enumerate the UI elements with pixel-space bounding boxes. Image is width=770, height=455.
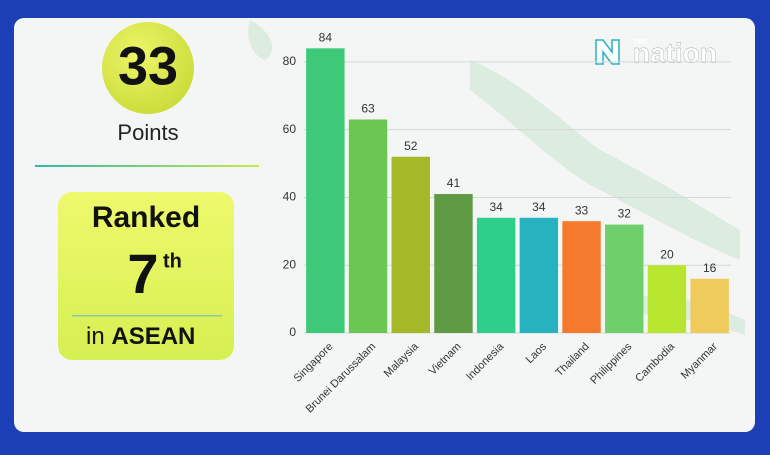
value-label: 52 [404, 139, 418, 153]
y-tick-label: 0 [289, 325, 296, 339]
value-label: 41 [447, 176, 461, 190]
value-label: 34 [489, 200, 503, 214]
bar [562, 221, 601, 333]
bar [476, 217, 516, 333]
bar [690, 278, 729, 333]
rank-box [58, 192, 234, 360]
y-tick-label: 80 [283, 54, 297, 68]
scope: in ASEAN [86, 323, 195, 350]
bar [348, 119, 388, 333]
points-label: Points [117, 120, 178, 145]
rank-value: 7 [127, 242, 158, 305]
logo-mark [595, 39, 620, 65]
y-tick-label: 60 [283, 122, 297, 136]
logo-name: nation [633, 37, 717, 68]
scope-prefix: in [86, 323, 105, 350]
divider [72, 315, 222, 317]
points-badge [102, 22, 194, 114]
divider [35, 165, 259, 167]
scope-name: ASEAN [111, 323, 195, 350]
y-tick-label: 40 [283, 190, 297, 204]
points-value: 33 [118, 36, 178, 96]
logo: THE nation [595, 37, 717, 69]
value-label: 32 [618, 207, 632, 221]
bar [306, 48, 345, 333]
value-label: 33 [575, 203, 589, 217]
y-tick-label: 20 [283, 257, 297, 271]
bar [434, 194, 473, 333]
bar [519, 217, 559, 333]
bar [391, 156, 430, 333]
value-label: 63 [361, 102, 375, 116]
value-label: 34 [532, 200, 546, 214]
map-shape [248, 20, 273, 60]
rank-prefix: Ranked [92, 201, 200, 234]
rank-suffix: th [163, 250, 182, 272]
value-label: 84 [319, 31, 333, 45]
bar [605, 224, 644, 333]
logo-small: THE [634, 39, 648, 46]
value-label: 16 [703, 261, 717, 275]
value-label: 20 [660, 247, 674, 261]
map-shape [470, 60, 740, 260]
bar [647, 265, 687, 333]
